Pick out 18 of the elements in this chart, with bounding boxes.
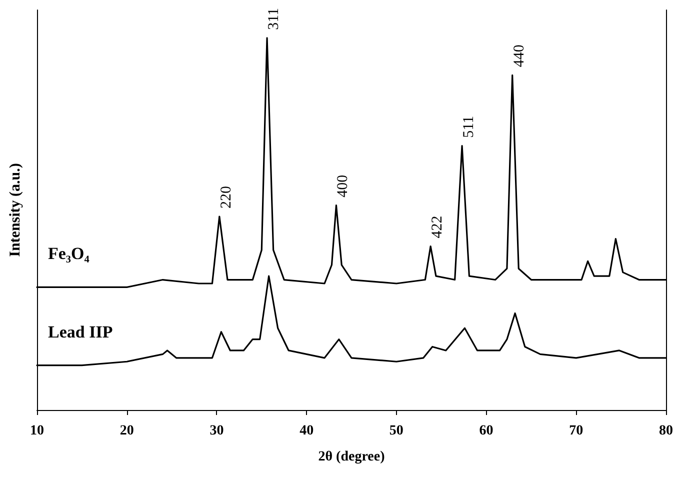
x-tick-label: 20 — [120, 424, 134, 438]
annotation: 311 — [266, 8, 282, 30]
x-tick-label: 50 — [389, 424, 404, 438]
x-tick-label: 40 — [300, 424, 314, 438]
y-axis-title: Intensity (a.u.) — [8, 163, 24, 257]
x-tick-label: 60 — [479, 424, 494, 438]
annotation: 511 — [461, 116, 478, 138]
annotation: 440 — [511, 44, 528, 68]
x-tick-label: 30 — [210, 424, 224, 438]
x-tick-label: 70 — [569, 424, 584, 438]
series-label: Fe₃O₄ — [48, 244, 90, 264]
annotation: 220 — [218, 186, 234, 209]
annotation: 422 — [430, 216, 446, 238]
x-axis-title: 2θ (degree) — [318, 450, 386, 464]
x-tick-label: 80 — [659, 424, 673, 438]
series-label: Lead IIP — [48, 322, 113, 342]
x-tick-label: 10 — [30, 424, 44, 438]
annotation: 400 — [335, 174, 352, 198]
